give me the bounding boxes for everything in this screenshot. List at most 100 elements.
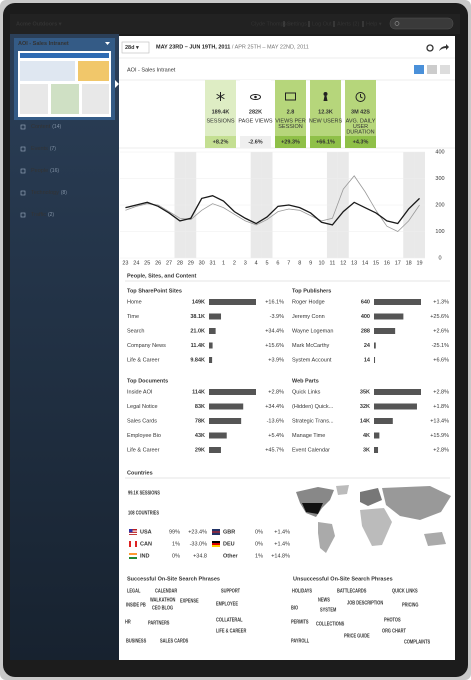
row-name[interactable]: Event Calendar bbox=[292, 447, 330, 453]
row-name[interactable]: Mark McCarthy bbox=[292, 343, 330, 349]
flag bbox=[129, 553, 137, 555]
date-range[interactable]: MAY 23RD – JUN 19TH, 2011 / APR 25TH – M… bbox=[156, 45, 309, 51]
kpi-tile[interactable]: 12.3K NEW USERS +66.1% bbox=[309, 80, 343, 148]
row-name[interactable]: Wayne Logeman bbox=[292, 328, 333, 334]
row-value: 149K bbox=[192, 299, 205, 305]
share-icon[interactable] bbox=[439, 44, 449, 51]
nav-icon bbox=[20, 168, 26, 174]
period[interactable]: 28d ▾ bbox=[125, 45, 140, 51]
topbar-link[interactable]: Settings bbox=[287, 21, 307, 27]
row-name[interactable]: Strategic Trans... bbox=[292, 418, 334, 424]
x-tick-label: 8 bbox=[298, 260, 301, 266]
row-name[interactable]: Life & Career bbox=[127, 447, 160, 453]
nav-item[interactable]: Content (14) bbox=[31, 124, 61, 130]
flag bbox=[212, 541, 220, 543]
country-code: Other bbox=[223, 553, 239, 559]
map-region bbox=[336, 485, 349, 495]
kpi-tile[interactable]: 189.4K SESSIONS +8.2% bbox=[205, 80, 236, 148]
site-menu-arrow[interactable] bbox=[105, 42, 110, 45]
settings-icon[interactable] bbox=[426, 44, 434, 52]
topbar-link[interactable]: Log Out bbox=[312, 21, 332, 27]
x-tick-label: 28 bbox=[177, 260, 183, 266]
site-name: AOI - Sales Intranet bbox=[18, 41, 69, 47]
selection-pointer bbox=[115, 80, 119, 88]
row-name[interactable]: Quick Links bbox=[292, 389, 321, 395]
row-change: +2.6% bbox=[433, 328, 449, 334]
row-name[interactable]: Inside AOI bbox=[127, 389, 153, 395]
topbar-link[interactable]: Clyde Thompson bbox=[251, 21, 292, 27]
x-tick-label: 13 bbox=[351, 260, 357, 266]
flag bbox=[212, 543, 220, 545]
nav-count[interactable]: (8) bbox=[61, 190, 67, 196]
kpi-value: 2.8 bbox=[287, 109, 295, 115]
row-name[interactable]: System Account bbox=[292, 357, 332, 363]
nav-label[interactable]: Traffic bbox=[31, 212, 46, 218]
search-phrase: PRICE GUIDE bbox=[344, 633, 370, 640]
row-change: +2.8% bbox=[433, 389, 449, 395]
search-box[interactable] bbox=[389, 17, 454, 30]
kpi-icon bbox=[355, 92, 366, 102]
row-name[interactable]: Search bbox=[127, 328, 144, 334]
period-select[interactable] bbox=[121, 41, 150, 54]
row-bar bbox=[209, 447, 221, 453]
country-code: GBR bbox=[223, 529, 235, 535]
row-name[interactable]: (Hidden) Quick... bbox=[292, 404, 334, 410]
x-tick-label: 3 bbox=[244, 260, 247, 266]
x-tick-label: 23 bbox=[122, 260, 128, 266]
row-value: 83K bbox=[195, 404, 205, 410]
row-name[interactable]: Life & Career bbox=[127, 357, 160, 363]
kpi-tile[interactable]: 282K PAGE VIEWS -2.6% bbox=[238, 80, 273, 148]
row-value: 9.84K bbox=[190, 357, 205, 363]
country-share: 0% bbox=[255, 529, 263, 535]
kpi-label: VIEWS PER bbox=[275, 118, 306, 124]
search-phrase: PERMITS bbox=[291, 619, 309, 626]
nav-label[interactable]: Events bbox=[31, 146, 48, 152]
x-tick-label: 12 bbox=[340, 260, 346, 266]
view-icon[interactable] bbox=[427, 65, 437, 74]
row-name[interactable]: Home bbox=[127, 299, 142, 305]
x-tick-label: 24 bbox=[133, 260, 139, 266]
kpi-label: AVG. DAILY bbox=[346, 118, 376, 124]
view-icon[interactable] bbox=[414, 65, 424, 74]
nav-count[interactable]: (7) bbox=[50, 146, 56, 152]
row-name[interactable]: Employee Bio bbox=[127, 433, 161, 439]
nav-label[interactable]: Technology bbox=[31, 190, 59, 196]
nav-item[interactable]: People (16) bbox=[31, 168, 59, 174]
row-value: 78K bbox=[195, 418, 205, 424]
nav-item[interactable]: Technology (8) bbox=[31, 190, 67, 196]
nav-icon bbox=[20, 212, 26, 218]
row-bar bbox=[374, 357, 376, 363]
country-share: 0% bbox=[255, 541, 263, 547]
nav-count[interactable]: (2) bbox=[48, 212, 54, 218]
row-value: 288 bbox=[361, 328, 370, 334]
nav-count[interactable]: (14) bbox=[52, 124, 61, 130]
kpi-label: PAGE VIEWS bbox=[238, 118, 272, 124]
row-name[interactable]: Sales Cards bbox=[127, 418, 157, 424]
row-name[interactable]: Legal Notice bbox=[127, 404, 158, 410]
view-icon[interactable] bbox=[440, 65, 450, 74]
country-change: +1.4% bbox=[274, 541, 290, 547]
row-change: +34.4% bbox=[265, 404, 284, 410]
row-name[interactable]: Time bbox=[127, 314, 139, 320]
brand[interactable]: Acme Outdoors ▾ bbox=[16, 21, 63, 27]
row-name[interactable]: Roger Hodge bbox=[292, 299, 325, 305]
nav-count[interactable]: (16) bbox=[50, 168, 59, 174]
table-title: Top SharePoint Sites bbox=[127, 288, 182, 294]
nav-label[interactable]: Content bbox=[31, 124, 51, 130]
row-name[interactable]: Jeremy Conn bbox=[292, 314, 325, 320]
row-name[interactable]: Manage Time bbox=[292, 433, 325, 439]
topbar-link[interactable]: Help ▾ bbox=[366, 21, 382, 27]
nav-item[interactable]: Events (7) bbox=[31, 146, 56, 152]
search-icon bbox=[394, 21, 400, 26]
sessions-total: 99.1K SESSIONS bbox=[128, 490, 160, 497]
flag bbox=[212, 531, 220, 533]
nav-item[interactable]: Traffic (2) bbox=[31, 212, 54, 218]
search-phrase: ORG CHART bbox=[382, 628, 406, 635]
x-tick-label: 30 bbox=[199, 260, 205, 266]
topbar-link[interactable]: Alerts (2) bbox=[337, 21, 359, 27]
country-code: CAN bbox=[140, 541, 152, 547]
nav-label[interactable]: People bbox=[31, 168, 48, 174]
row-name[interactable]: Company News bbox=[127, 343, 166, 349]
